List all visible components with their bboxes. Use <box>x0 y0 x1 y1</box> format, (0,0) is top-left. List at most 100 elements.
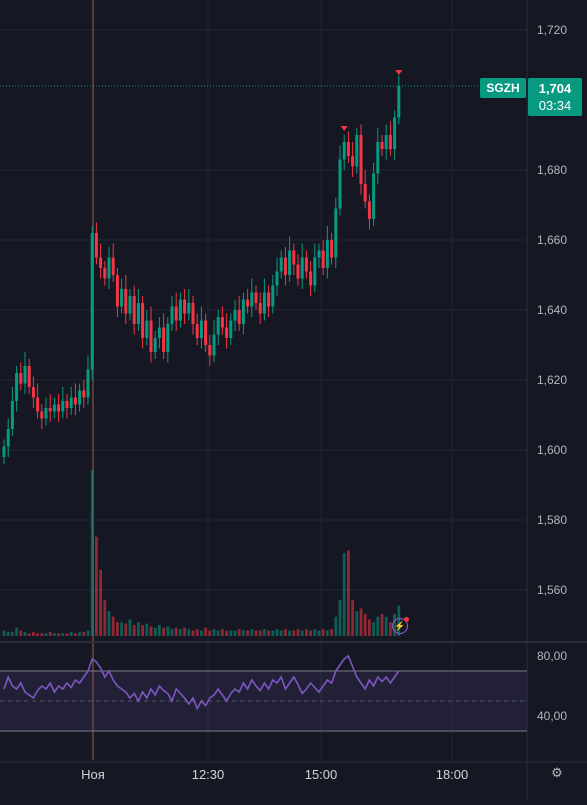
volume-bar <box>258 630 262 636</box>
candle-body <box>107 257 111 279</box>
volume-bar <box>208 630 212 636</box>
volume-bar <box>166 626 170 636</box>
candle-body <box>48 408 52 412</box>
volume-bar <box>6 631 10 636</box>
volume-bar <box>191 630 195 636</box>
signal-marker <box>395 70 403 75</box>
x-tick-label: 15:00 <box>305 767 338 782</box>
volume-bar <box>116 622 119 636</box>
volume-bar <box>15 627 18 636</box>
candle-body <box>15 373 19 401</box>
candle-body <box>355 135 359 167</box>
candle-body <box>220 317 224 328</box>
volume-bar <box>95 536 98 636</box>
candle-body <box>90 233 94 370</box>
candle-body <box>170 306 174 324</box>
candle-body <box>241 299 245 324</box>
volume-bar <box>128 619 132 636</box>
volume-bar <box>284 629 287 636</box>
volume-bar <box>32 631 35 636</box>
candle-body <box>120 289 124 307</box>
volume-bar <box>53 633 56 636</box>
candle-body <box>208 345 212 356</box>
grid-layer <box>0 0 527 760</box>
candle-body <box>195 324 199 338</box>
price-candles <box>2 75 401 464</box>
candle-body <box>78 390 82 405</box>
x-tick-label: 18:00 <box>436 767 469 782</box>
candle-body <box>157 327 161 338</box>
candle-body <box>237 310 241 324</box>
candle-body <box>40 411 44 419</box>
volume-bar <box>380 613 384 636</box>
volume-bar <box>27 633 31 636</box>
volume-bar <box>36 633 39 636</box>
volume-bar <box>153 627 157 636</box>
volume-bar <box>389 622 392 636</box>
volume-bar <box>338 600 342 636</box>
volume-bar <box>368 619 371 636</box>
candle-body <box>325 240 329 268</box>
candle-body <box>145 320 149 338</box>
candle-body <box>275 271 279 286</box>
gear-icon[interactable]: ⚙ <box>551 765 563 780</box>
y-tick-label: 1,600 <box>537 443 567 457</box>
candle-body <box>111 257 115 275</box>
lightning-icon[interactable]: ⚡ <box>392 617 409 634</box>
y-tick-label: 1,660 <box>537 233 567 247</box>
volume-bar <box>137 622 140 636</box>
candle-body <box>191 303 195 324</box>
y-tick-label: 1,680 <box>537 163 567 177</box>
candle-body <box>225 327 229 338</box>
candle-body <box>23 366 27 384</box>
candle-body <box>321 250 325 268</box>
volume-bar <box>309 630 312 636</box>
candle-body <box>187 303 191 314</box>
overlays <box>0 70 527 131</box>
volume-bar <box>296 629 300 636</box>
x-tick-label: Ноя <box>81 767 105 782</box>
candle-body <box>283 257 287 275</box>
volume-bar <box>90 470 94 636</box>
volume-bar <box>162 627 165 636</box>
candle-body <box>141 303 145 338</box>
bar-countdown: 03:34 <box>538 98 572 113</box>
volume-bar <box>326 630 329 636</box>
volume-bar <box>372 622 375 636</box>
volume-bar <box>23 631 27 636</box>
y-tick-label: 1,640 <box>537 303 567 317</box>
candle-body <box>57 404 61 412</box>
candle-body <box>334 208 338 258</box>
candle-body <box>99 257 103 268</box>
volume-bar <box>330 629 333 636</box>
candle-body <box>10 401 14 429</box>
volume-bar <box>132 624 136 636</box>
candle-body <box>2 446 6 457</box>
candle-body <box>61 401 65 412</box>
volume-bar <box>103 600 107 636</box>
volume-bar <box>376 616 380 636</box>
volume-bar <box>317 630 321 636</box>
candle-body <box>254 292 258 303</box>
candle-body <box>183 299 187 314</box>
volume-bars <box>2 470 401 636</box>
candle-body <box>376 142 380 174</box>
candle-body <box>359 135 363 184</box>
volume-bar <box>233 630 237 636</box>
signal-marker <box>340 126 348 131</box>
candle-body <box>27 366 31 387</box>
volume-bar <box>187 629 191 636</box>
volume-bar <box>149 626 153 636</box>
volume-bar <box>342 553 346 636</box>
volume-bar <box>11 631 14 636</box>
candle-body <box>279 257 283 272</box>
candle-body <box>367 201 371 219</box>
volume-bar <box>246 630 249 636</box>
volume-bar <box>111 616 115 636</box>
symbol-label: SGZH <box>480 78 526 98</box>
volume-bar <box>300 630 304 636</box>
candle-body <box>69 397 73 408</box>
volume-bar <box>48 631 52 636</box>
